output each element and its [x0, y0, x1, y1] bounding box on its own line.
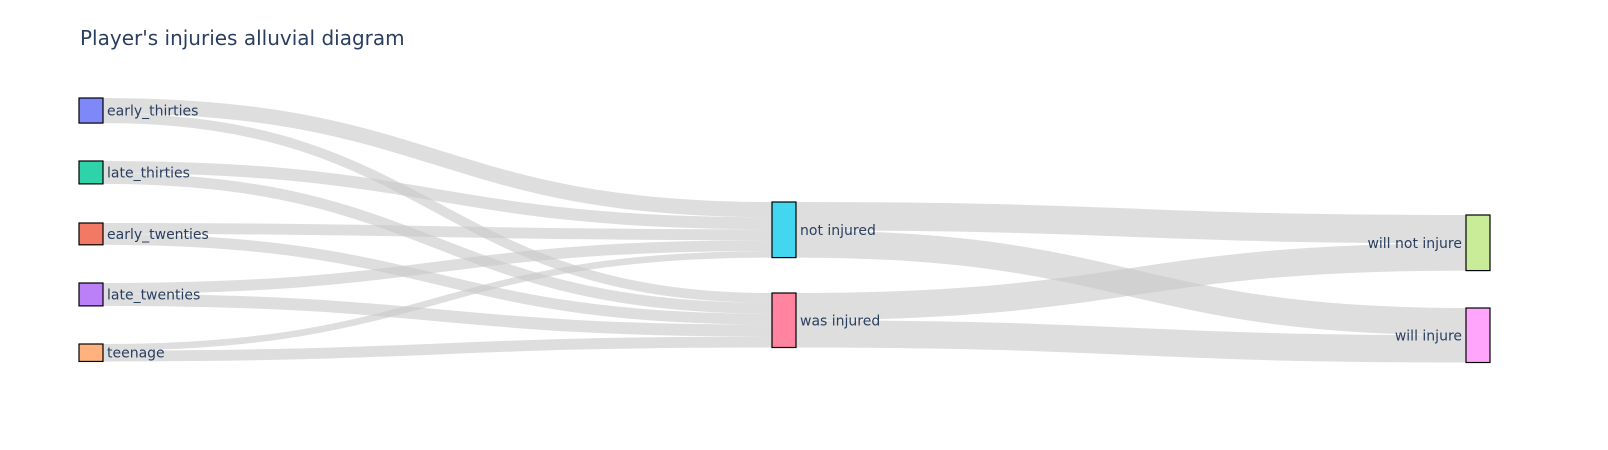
- link-late_twenties-to-was_injured[interactable]: [102, 293, 773, 337]
- link-early_thirties-to-was_injured[interactable]: [102, 113, 773, 303]
- link-was_injured-to-will_not_injure[interactable]: [795, 243, 1467, 321]
- node-teenage[interactable]: [78, 343, 104, 363]
- node-late_twenties[interactable]: [78, 282, 104, 307]
- node-was_injured[interactable]: [771, 292, 797, 349]
- node-label-not_injured: not injured: [800, 223, 876, 239]
- link-early_twenties-to-was_injured[interactable]: [102, 233, 773, 325]
- node-will_injure[interactable]: [1465, 307, 1491, 364]
- link-teenage-to-was_injured[interactable]: [102, 336, 773, 362]
- node-label-will_injure: will injure: [1395, 328, 1462, 344]
- nodes-layer: [78, 97, 1491, 364]
- node-early_thirties[interactable]: [78, 97, 104, 124]
- node-label-early_twenties: early_twenties: [107, 227, 209, 243]
- link-late_thirties-to-was_injured[interactable]: [102, 172, 773, 314]
- node-will_not_injure[interactable]: [1465, 214, 1491, 272]
- node-label-was_injured: was injured: [800, 313, 880, 329]
- node-late_thirties[interactable]: [78, 160, 104, 185]
- node-not_injured[interactable]: [771, 201, 797, 259]
- links-layer: [102, 98, 1467, 363]
- node-label-late_thirties: late_thirties: [107, 165, 190, 181]
- link-late_thirties-to-not_injured[interactable]: [102, 161, 773, 230]
- link-early_twenties-to-not_injured[interactable]: [102, 223, 773, 241]
- link-late_twenties-to-not_injured[interactable]: [102, 240, 773, 294]
- node-label-early_thirties: early_thirties: [107, 104, 198, 120]
- link-not_injured-to-will_not_injure[interactable]: [795, 202, 1467, 244]
- labels-layer: early_thirties late_thirties early_twentie…: [107, 104, 1462, 362]
- node-early_twenties[interactable]: [78, 222, 104, 246]
- link-early_thirties-to-not_injured[interactable]: [102, 98, 773, 218]
- node-label-teenage: teenage: [107, 346, 165, 362]
- node-label-late_twenties: late_twenties: [107, 287, 200, 303]
- node-label-will_not_injure: will not injure: [1367, 236, 1462, 252]
- link-was_injured-to-will_injure[interactable]: [795, 320, 1467, 363]
- chart-title: Player's injuries alluvial diagram: [80, 26, 405, 50]
- link-teenage-to-not_injured[interactable]: [102, 251, 773, 351]
